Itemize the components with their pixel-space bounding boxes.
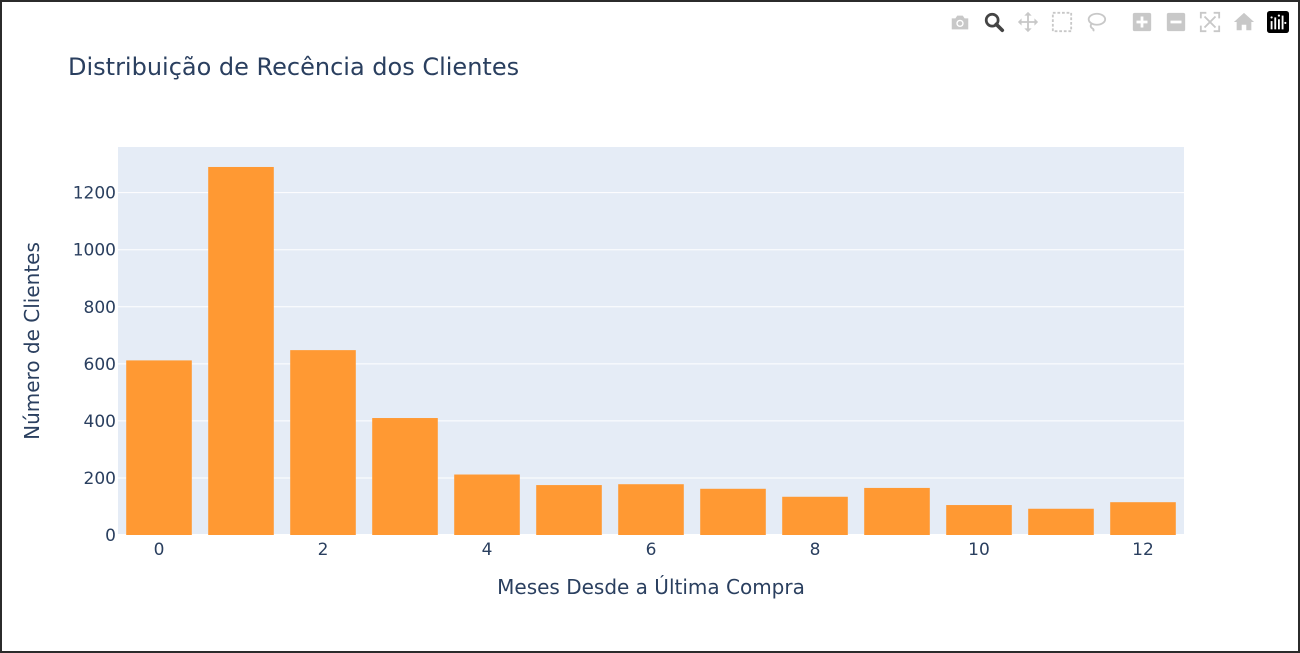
y-tick-label: 400 bbox=[84, 412, 116, 432]
lasso-select-button[interactable] bbox=[1084, 10, 1108, 34]
bar[interactable] bbox=[618, 484, 684, 535]
y-tick-label: 200 bbox=[84, 469, 116, 489]
y-tick-label: 1200 bbox=[73, 184, 116, 204]
y-tick-label: 600 bbox=[84, 355, 116, 375]
zoom-icon bbox=[984, 12, 1005, 33]
x-tick-label: 4 bbox=[482, 540, 493, 560]
box-select-icon bbox=[1051, 11, 1073, 33]
autoscale-button[interactable] bbox=[1198, 10, 1222, 34]
x-tick-label: 2 bbox=[318, 540, 329, 560]
x-tick-label: 0 bbox=[154, 540, 165, 560]
bars bbox=[126, 166, 1176, 535]
y-tick-label: 800 bbox=[84, 298, 116, 318]
plotly-logo-button[interactable] bbox=[1266, 10, 1290, 34]
pan-icon bbox=[1017, 11, 1039, 33]
camera-icon bbox=[951, 15, 969, 30]
bar[interactable] bbox=[1110, 502, 1176, 535]
bar[interactable] bbox=[208, 166, 274, 535]
x-tick-label: 12 bbox=[1132, 540, 1154, 560]
bar[interactable] bbox=[290, 350, 356, 535]
zoom-button[interactable] bbox=[982, 10, 1006, 34]
bar[interactable] bbox=[782, 496, 848, 535]
y-axis-ticks: 0 200 400 600 800 1000 1200 bbox=[73, 184, 116, 546]
x-axis-label: Meses Desde a Última Compra bbox=[497, 575, 805, 599]
modebar bbox=[938, 8, 1290, 36]
reset-axes-button[interactable] bbox=[1232, 10, 1256, 34]
plot-area[interactable] bbox=[118, 147, 1184, 535]
zoom-out-button[interactable] bbox=[1164, 10, 1188, 34]
bar[interactable] bbox=[1028, 508, 1094, 535]
camera-button[interactable] bbox=[948, 10, 972, 34]
bar[interactable] bbox=[946, 505, 1012, 535]
reset-axes-icon bbox=[1233, 12, 1255, 31]
y-tick-label: 1000 bbox=[73, 241, 116, 261]
box-select-button[interactable] bbox=[1050, 10, 1074, 34]
x-axis-ticks: 0 2 4 6 8 10 12 bbox=[154, 540, 1154, 560]
bar[interactable] bbox=[454, 474, 520, 535]
bar[interactable] bbox=[126, 360, 192, 535]
lasso-select-icon bbox=[1087, 12, 1107, 32]
bar[interactable] bbox=[536, 485, 602, 535]
bar[interactable] bbox=[700, 488, 766, 535]
zoom-in-icon bbox=[1132, 12, 1152, 32]
plotly-logo-icon bbox=[1267, 11, 1289, 33]
x-tick-label: 6 bbox=[646, 540, 657, 560]
zoom-in-button[interactable] bbox=[1130, 10, 1154, 34]
autoscale-icon bbox=[1199, 11, 1221, 33]
chart-title: Distribuição de Recência dos Clientes bbox=[68, 53, 519, 81]
bar[interactable] bbox=[372, 418, 438, 535]
x-tick-label: 8 bbox=[810, 540, 821, 560]
pan-button[interactable] bbox=[1016, 10, 1040, 34]
y-axis-label: Número de Clientes bbox=[20, 242, 44, 440]
bar[interactable] bbox=[864, 487, 930, 535]
zoom-out-icon bbox=[1166, 12, 1186, 32]
x-tick-label: 10 bbox=[968, 540, 990, 560]
y-tick-label: 0 bbox=[105, 526, 116, 546]
